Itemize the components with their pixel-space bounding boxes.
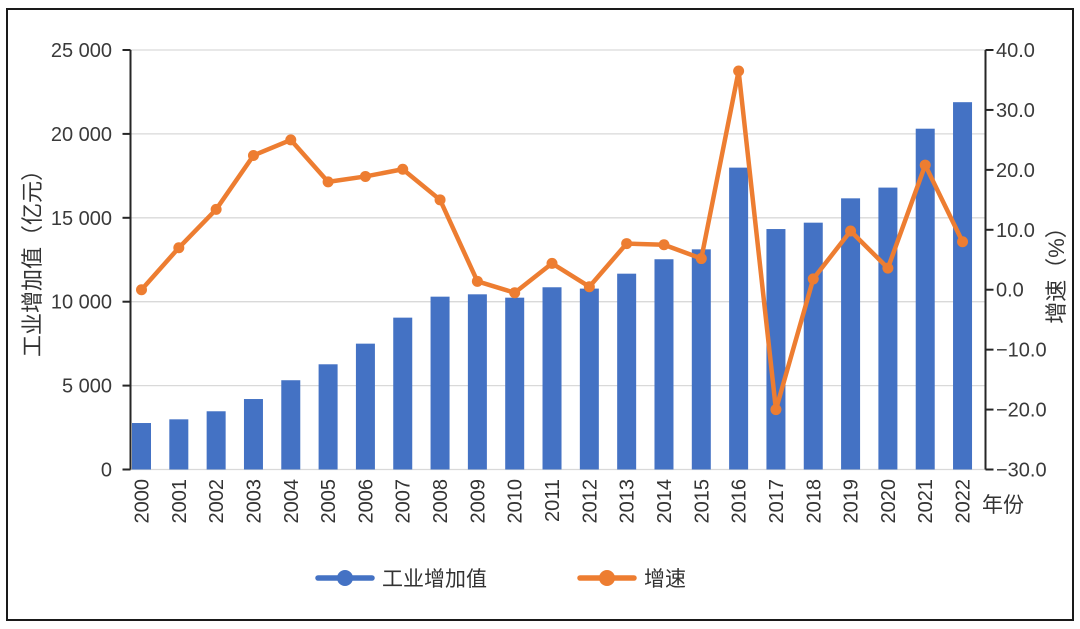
line-point-2001 bbox=[173, 242, 185, 254]
bar-2015 bbox=[691, 249, 711, 470]
left-tick-label: 15 000 bbox=[51, 208, 112, 230]
year-labels: 2000 2001 2002 2003 2004 2005 2006 2007 2008 2009… bbox=[132, 479, 975, 524]
x-axis-title: 年份 bbox=[982, 494, 1024, 517]
line-point-2002 bbox=[210, 203, 222, 215]
line-point-2018 bbox=[807, 273, 819, 285]
bar-2004 bbox=[281, 380, 301, 470]
bar-2020 bbox=[878, 187, 898, 470]
line-point-2014 bbox=[658, 239, 670, 251]
year-label-2009: 2009 bbox=[467, 479, 489, 524]
year-label-2000: 2000 bbox=[132, 479, 154, 524]
line-point-2006 bbox=[359, 170, 371, 182]
line-point-2005 bbox=[322, 176, 334, 188]
year-label-2008: 2008 bbox=[430, 479, 452, 524]
year-label-2005: 2005 bbox=[318, 479, 340, 524]
bar-2007 bbox=[393, 317, 413, 470]
legend-dot-bars bbox=[337, 570, 353, 586]
year-label-2003: 2003 bbox=[243, 479, 265, 524]
line-point-2000 bbox=[136, 284, 147, 296]
line-point-2008 bbox=[434, 194, 446, 206]
bar-2001 bbox=[169, 419, 189, 470]
bar-2010 bbox=[505, 297, 525, 470]
left-tick-label: 0 bbox=[101, 460, 112, 482]
line-point-2012 bbox=[583, 281, 595, 293]
right-tick-label: −20.0 bbox=[996, 400, 1047, 422]
left-tick-label: 25 000 bbox=[51, 40, 112, 62]
line-point-2022 bbox=[957, 236, 969, 248]
legend: 工业增加值 增速 bbox=[315, 568, 686, 591]
year-label-2010: 2010 bbox=[505, 479, 527, 524]
left-tick-labels: 25 000 20 000 15 000 10 000 5 000 0 bbox=[51, 40, 112, 482]
right-axis-title: 增速（%） bbox=[1044, 216, 1069, 324]
year-label-2018: 2018 bbox=[803, 479, 825, 524]
legend-dot-line bbox=[599, 570, 615, 586]
year-label-2017: 2017 bbox=[766, 479, 788, 524]
line-point-2011 bbox=[546, 257, 558, 269]
line-point-2010 bbox=[509, 287, 521, 299]
left-tick-label: 20 000 bbox=[51, 124, 112, 146]
year-label-2019: 2019 bbox=[841, 479, 863, 524]
left-axis-title: 工业增加值（亿元） bbox=[20, 159, 45, 357]
axes bbox=[122, 49, 994, 471]
left-tick-label: 10 000 bbox=[51, 292, 112, 314]
right-tick-labels: 40.0 30.0 20.0 10.0 0.0 −10.0 −20.0 −30.0 bbox=[996, 40, 1047, 482]
bar-2022 bbox=[953, 102, 973, 470]
line-point-2017 bbox=[770, 404, 782, 416]
bar-2000 bbox=[132, 423, 151, 470]
bar-2005 bbox=[318, 364, 338, 470]
year-label-2016: 2016 bbox=[729, 479, 751, 524]
bar-2012 bbox=[579, 288, 599, 470]
year-label-2020: 2020 bbox=[878, 479, 900, 524]
line-point-2021 bbox=[919, 159, 931, 171]
bar-2002 bbox=[206, 411, 226, 470]
year-label-2013: 2013 bbox=[617, 479, 639, 524]
year-label-2011: 2011 bbox=[542, 479, 564, 522]
year-label-2015: 2015 bbox=[691, 479, 713, 524]
year-label-2021: 2021 bbox=[915, 479, 937, 524]
line-point-2007 bbox=[397, 163, 409, 175]
bar-2008 bbox=[430, 296, 450, 470]
bar-series bbox=[132, 102, 973, 470]
bar-2013 bbox=[617, 273, 637, 470]
right-tick-label: 0.0 bbox=[996, 280, 1024, 302]
line-point-2004 bbox=[285, 134, 297, 146]
bar-2003 bbox=[243, 399, 263, 470]
legend-label-bars: 工业增加值 bbox=[382, 568, 487, 591]
year-label-2001: 2001 bbox=[169, 479, 191, 524]
line-point-2009 bbox=[471, 275, 483, 287]
bar-2014 bbox=[654, 259, 674, 470]
line-point-2015 bbox=[695, 253, 707, 265]
year-label-2007: 2007 bbox=[393, 479, 415, 524]
bar-2021 bbox=[915, 128, 935, 470]
right-tick-label: 10.0 bbox=[996, 220, 1035, 242]
line-point-2020 bbox=[882, 262, 894, 274]
bar-2016 bbox=[729, 167, 749, 470]
line-series bbox=[136, 65, 969, 416]
right-tick-label: 20.0 bbox=[996, 160, 1035, 182]
legend-label-line: 增速 bbox=[644, 568, 686, 591]
bar-2009 bbox=[467, 294, 487, 470]
right-tick-label: −30.0 bbox=[996, 460, 1047, 482]
right-tick-label: 40.0 bbox=[996, 40, 1035, 62]
bar-2011 bbox=[542, 287, 562, 470]
year-label-2014: 2014 bbox=[654, 479, 676, 524]
year-label-2006: 2006 bbox=[355, 479, 377, 524]
line-point-2019 bbox=[845, 225, 857, 237]
line-point-2016 bbox=[733, 65, 745, 77]
right-tick-label: −10.0 bbox=[996, 340, 1047, 362]
year-label-2002: 2002 bbox=[206, 479, 228, 524]
year-label-2004: 2004 bbox=[281, 479, 303, 524]
bar-2006 bbox=[355, 343, 375, 470]
bar-2019 bbox=[841, 198, 861, 470]
line-point-2013 bbox=[621, 238, 633, 250]
left-tick-label: 5 000 bbox=[62, 376, 112, 398]
line-point-2003 bbox=[247, 149, 259, 161]
bar-2018 bbox=[803, 222, 823, 470]
year-label-2012: 2012 bbox=[579, 479, 601, 524]
year-label-2022: 2022 bbox=[953, 479, 975, 524]
right-tick-label: 30.0 bbox=[996, 100, 1035, 122]
